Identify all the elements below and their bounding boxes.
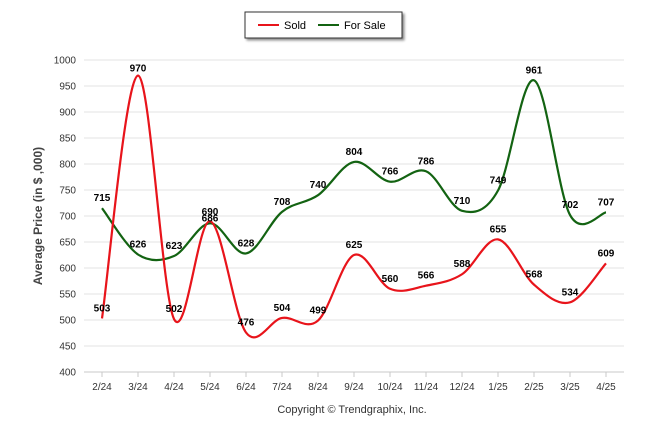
data-label-for-sale: 740	[310, 180, 327, 191]
data-label-for-sale: 626	[130, 239, 147, 250]
x-tick-label: 1/25	[488, 382, 508, 393]
x-tick-label: 5/24	[200, 382, 220, 393]
data-label-for-sale: 623	[166, 241, 183, 252]
data-label-sold: 534	[562, 287, 579, 298]
x-tick-label: 3/25	[560, 382, 580, 393]
legend: Sold For Sale	[244, 11, 403, 39]
data-label-for-sale: 961	[526, 65, 543, 76]
y-tick-label: 500	[59, 316, 76, 327]
y-tick-label: 950	[59, 82, 76, 93]
y-tick-label: 1000	[54, 56, 77, 67]
data-label-for-sale: 708	[274, 197, 291, 208]
data-label-for-sale: 702	[562, 200, 579, 211]
data-label-sold: 503	[94, 303, 111, 314]
data-label-for-sale: 715	[94, 193, 111, 204]
series-line-for-sale	[101, 79, 607, 262]
y-tick-label: 850	[59, 134, 76, 145]
data-label-sold: 690	[202, 207, 219, 218]
y-tick-label: 400	[59, 368, 76, 379]
y-tick-label: 650	[59, 238, 76, 249]
data-label-sold: 560	[382, 274, 399, 285]
y-tick-label: 550	[59, 290, 76, 301]
data-label-sold: 476	[238, 317, 255, 328]
series-line-sold	[100, 74, 607, 339]
data-label-sold: 504	[274, 303, 291, 314]
x-tick-label: 7/24	[272, 382, 292, 393]
x-tick-label: 4/24	[164, 382, 184, 393]
x-tick-label: 9/24	[344, 382, 364, 393]
data-label-sold: 499	[310, 306, 327, 317]
data-label-for-sale: 749	[490, 176, 507, 187]
data-label-for-sale: 766	[382, 167, 399, 178]
data-label-sold: 588	[454, 259, 471, 270]
x-tick-label: 3/24	[128, 382, 148, 393]
x-tick-label: 2/25	[524, 382, 544, 393]
data-label-for-sale: 710	[454, 196, 471, 207]
data-label-sold: 502	[166, 304, 183, 315]
y-tick-label: 450	[59, 342, 76, 353]
data-label-sold: 568	[526, 270, 543, 281]
data-label-sold: 625	[346, 240, 363, 251]
data-label-for-sale: 786	[418, 156, 435, 167]
data-label-sold: 609	[598, 248, 615, 259]
data-label-sold: 970	[130, 64, 147, 75]
legend-label-sold: Sold	[284, 20, 306, 32]
x-tick-label: 12/24	[449, 382, 474, 393]
legend-label-for-sale: For Sale	[344, 20, 386, 32]
x-tick-label: 8/24	[308, 382, 328, 393]
x-tick-label: 2/24	[92, 382, 112, 393]
x-tick-label: 6/24	[236, 382, 256, 393]
copyright-footer: Copyright © Trendgraphix, Inc.	[277, 404, 426, 416]
y-tick-label: 750	[59, 186, 76, 197]
data-label-for-sale: 686	[202, 213, 219, 224]
x-tick-label: 4/25	[596, 382, 616, 393]
data-label-for-sale: 628	[238, 238, 255, 249]
y-axis-title: Average Price (in $ ,000)	[31, 147, 45, 285]
data-label-sold: 566	[418, 271, 435, 282]
data-label-sold: 655	[490, 224, 507, 235]
data-label-for-sale: 804	[346, 147, 363, 158]
x-tick-label: 11/24	[414, 382, 439, 393]
y-tick-label: 900	[59, 108, 76, 119]
y-tick-label: 800	[59, 160, 76, 171]
y-tick-label: 700	[59, 212, 76, 223]
data-label-for-sale: 707	[598, 197, 615, 208]
y-tick-label: 600	[59, 264, 76, 275]
x-tick-label: 10/24	[377, 382, 402, 393]
